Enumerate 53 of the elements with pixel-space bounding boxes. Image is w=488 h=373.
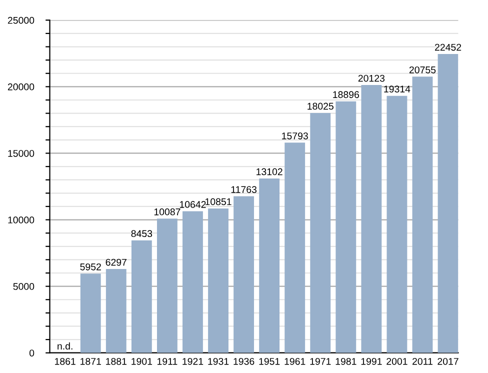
- bar: [131, 240, 152, 353]
- x-tick-label: 1936: [234, 358, 254, 365]
- bar: [386, 96, 408, 353]
- data-label: 5952: [80, 263, 101, 270]
- y-tick-label: 10000: [8, 216, 34, 224]
- data-label: 10851: [205, 198, 232, 206]
- x-tick-label: 1981: [336, 358, 356, 365]
- x-tick-label: 1971: [310, 358, 331, 365]
- data-label: 20123: [358, 74, 385, 82]
- text: n.d.: [58, 342, 72, 350]
- x-tick-label: 2011: [412, 358, 432, 365]
- x-tick-label: 1871: [80, 358, 101, 365]
- x-tick-label: 1861: [55, 358, 76, 365]
- x-tick-label: 1881: [106, 358, 126, 365]
- x-tick-label: 1911: [157, 358, 178, 365]
- bar: [259, 178, 280, 353]
- data-label: 10087: [154, 208, 180, 216]
- bar: [80, 274, 101, 353]
- x-tick-label: 1931: [208, 358, 229, 365]
- x-tick-label: 1951: [259, 358, 280, 365]
- data-label: 13102: [256, 168, 282, 176]
- bar: [208, 208, 228, 353]
- y-tick-label: 15000: [8, 150, 34, 157]
- x-tick-label: 2017: [438, 358, 458, 365]
- data-label: 8453: [131, 230, 152, 238]
- bar: [234, 196, 254, 353]
- y-tick-label: 0: [29, 350, 34, 356]
- data-label: 11763: [231, 186, 257, 193]
- x-tick-label: 2001: [386, 358, 408, 365]
- x-tick-label: 1921: [182, 358, 204, 365]
- data-label: 19314: [384, 86, 410, 93]
- x-tick-label: 1961: [284, 358, 306, 365]
- bar: [361, 85, 382, 353]
- bar: [156, 218, 178, 353]
- bar: [438, 54, 458, 353]
- data-label: 6297: [106, 258, 126, 266]
- bar: [106, 269, 126, 353]
- data-label: 22452: [434, 44, 462, 51]
- bar: [284, 142, 306, 353]
- data-label: 18025: [308, 102, 334, 110]
- y-tick-label: 20000: [8, 83, 34, 90]
- data-label: 15793: [282, 132, 308, 140]
- x-tick-label: 1991: [361, 358, 382, 365]
- y-tick-label: 5000: [13, 283, 34, 290]
- data-label: 20755: [409, 66, 436, 74]
- y-tick-label: 25000: [8, 16, 34, 24]
- data-label: 10642: [180, 201, 206, 208]
- bar: [310, 112, 331, 353]
- data-label: 18896: [333, 91, 359, 98]
- x-tick-label: 1901: [132, 358, 152, 365]
- bar: [336, 101, 356, 353]
- bar: [182, 211, 203, 353]
- bar: [412, 76, 433, 353]
